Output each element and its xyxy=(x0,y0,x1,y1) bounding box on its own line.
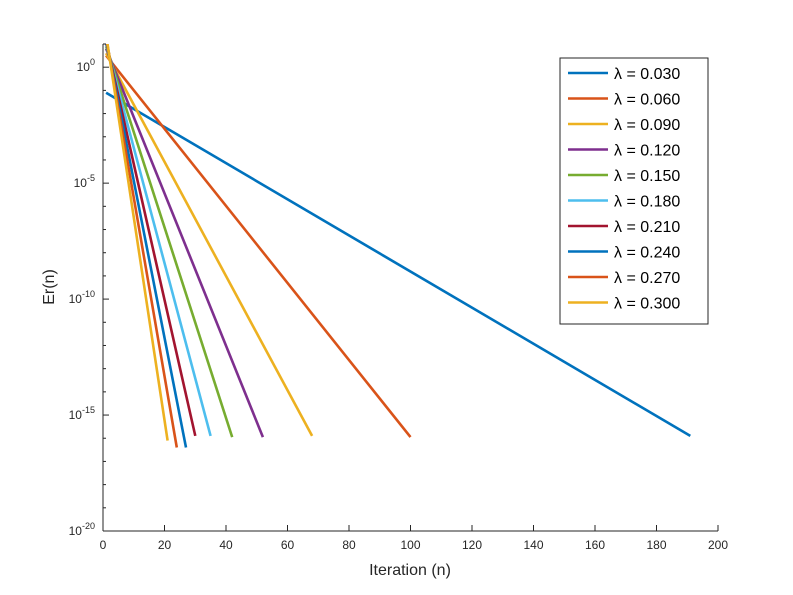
legend-box xyxy=(559,57,709,325)
x-tick-label: 160 xyxy=(585,538,605,552)
legend-entry-label: λ = 0.270 xyxy=(614,270,680,287)
x-tick-label: 0 xyxy=(100,538,107,552)
legend-entry-label: λ = 0.120 xyxy=(614,143,680,160)
series-line-6 xyxy=(104,44,212,437)
y-tick-label: 10-20 xyxy=(69,521,95,538)
x-tick-label: 200 xyxy=(708,538,728,552)
x-tick-label: 120 xyxy=(462,538,482,552)
legend: λ = 0.030 λ = 0.060 λ = 0.090 λ = 0.120 λ = … xyxy=(559,57,709,325)
y-tick-base: 10 xyxy=(69,524,83,538)
y-tick-label: 10-5 xyxy=(74,173,95,190)
x-tick-label: 180 xyxy=(646,538,666,552)
x-tick-label: 80 xyxy=(342,538,356,552)
y-tick-exponent: -15 xyxy=(82,405,95,415)
series-line-3 xyxy=(104,52,314,437)
y-tick-exponent: 0 xyxy=(90,57,95,67)
x-axis-ticks: 0 20 40 60 80 100 120 140 160 180 200 xyxy=(100,525,728,552)
x-tick-label: 60 xyxy=(281,538,295,552)
y-tick-exponent: -5 xyxy=(87,173,95,183)
series-layer xyxy=(104,44,691,448)
y-tick-exponent: -10 xyxy=(82,289,95,299)
legend-entry-label: λ = 0.180 xyxy=(614,194,680,211)
y-tick-base: 10 xyxy=(69,292,83,306)
legend-entry-label: λ = 0.060 xyxy=(614,92,680,109)
y-axis-label: Er(n) xyxy=(41,269,58,305)
legend-entry-label: λ = 0.210 xyxy=(614,219,680,236)
legend-entry-label: λ = 0.090 xyxy=(614,117,680,134)
series-line-7 xyxy=(105,44,197,437)
series-line-2 xyxy=(105,54,412,438)
y-tick-label: 100 xyxy=(77,57,95,74)
series-line-10 xyxy=(106,44,169,441)
x-tick-label: 20 xyxy=(158,538,172,552)
series-line-1 xyxy=(105,91,691,438)
y-tick-label: 10-15 xyxy=(69,405,95,422)
y-tick-exponent: -20 xyxy=(82,521,95,531)
x-tick-label: 100 xyxy=(400,538,420,552)
legend-entry-label: λ = 0.150 xyxy=(614,168,680,185)
series-line-4 xyxy=(104,48,265,438)
legend-entry-label: λ = 0.030 xyxy=(614,66,680,83)
x-tick-label: 40 xyxy=(219,538,233,552)
x-tick-label: 140 xyxy=(523,538,543,552)
series-line-5 xyxy=(104,45,234,438)
legend-entry-label: λ = 0.300 xyxy=(614,296,680,313)
y-tick-base: 10 xyxy=(77,60,91,74)
y-tick-base: 10 xyxy=(69,408,83,422)
y-tick-label: 10-10 xyxy=(69,289,95,306)
x-axis-label: Iteration (n) xyxy=(369,562,451,579)
y-tick-base: 10 xyxy=(74,176,88,190)
legend-entry-label: λ = 0.240 xyxy=(614,245,680,262)
